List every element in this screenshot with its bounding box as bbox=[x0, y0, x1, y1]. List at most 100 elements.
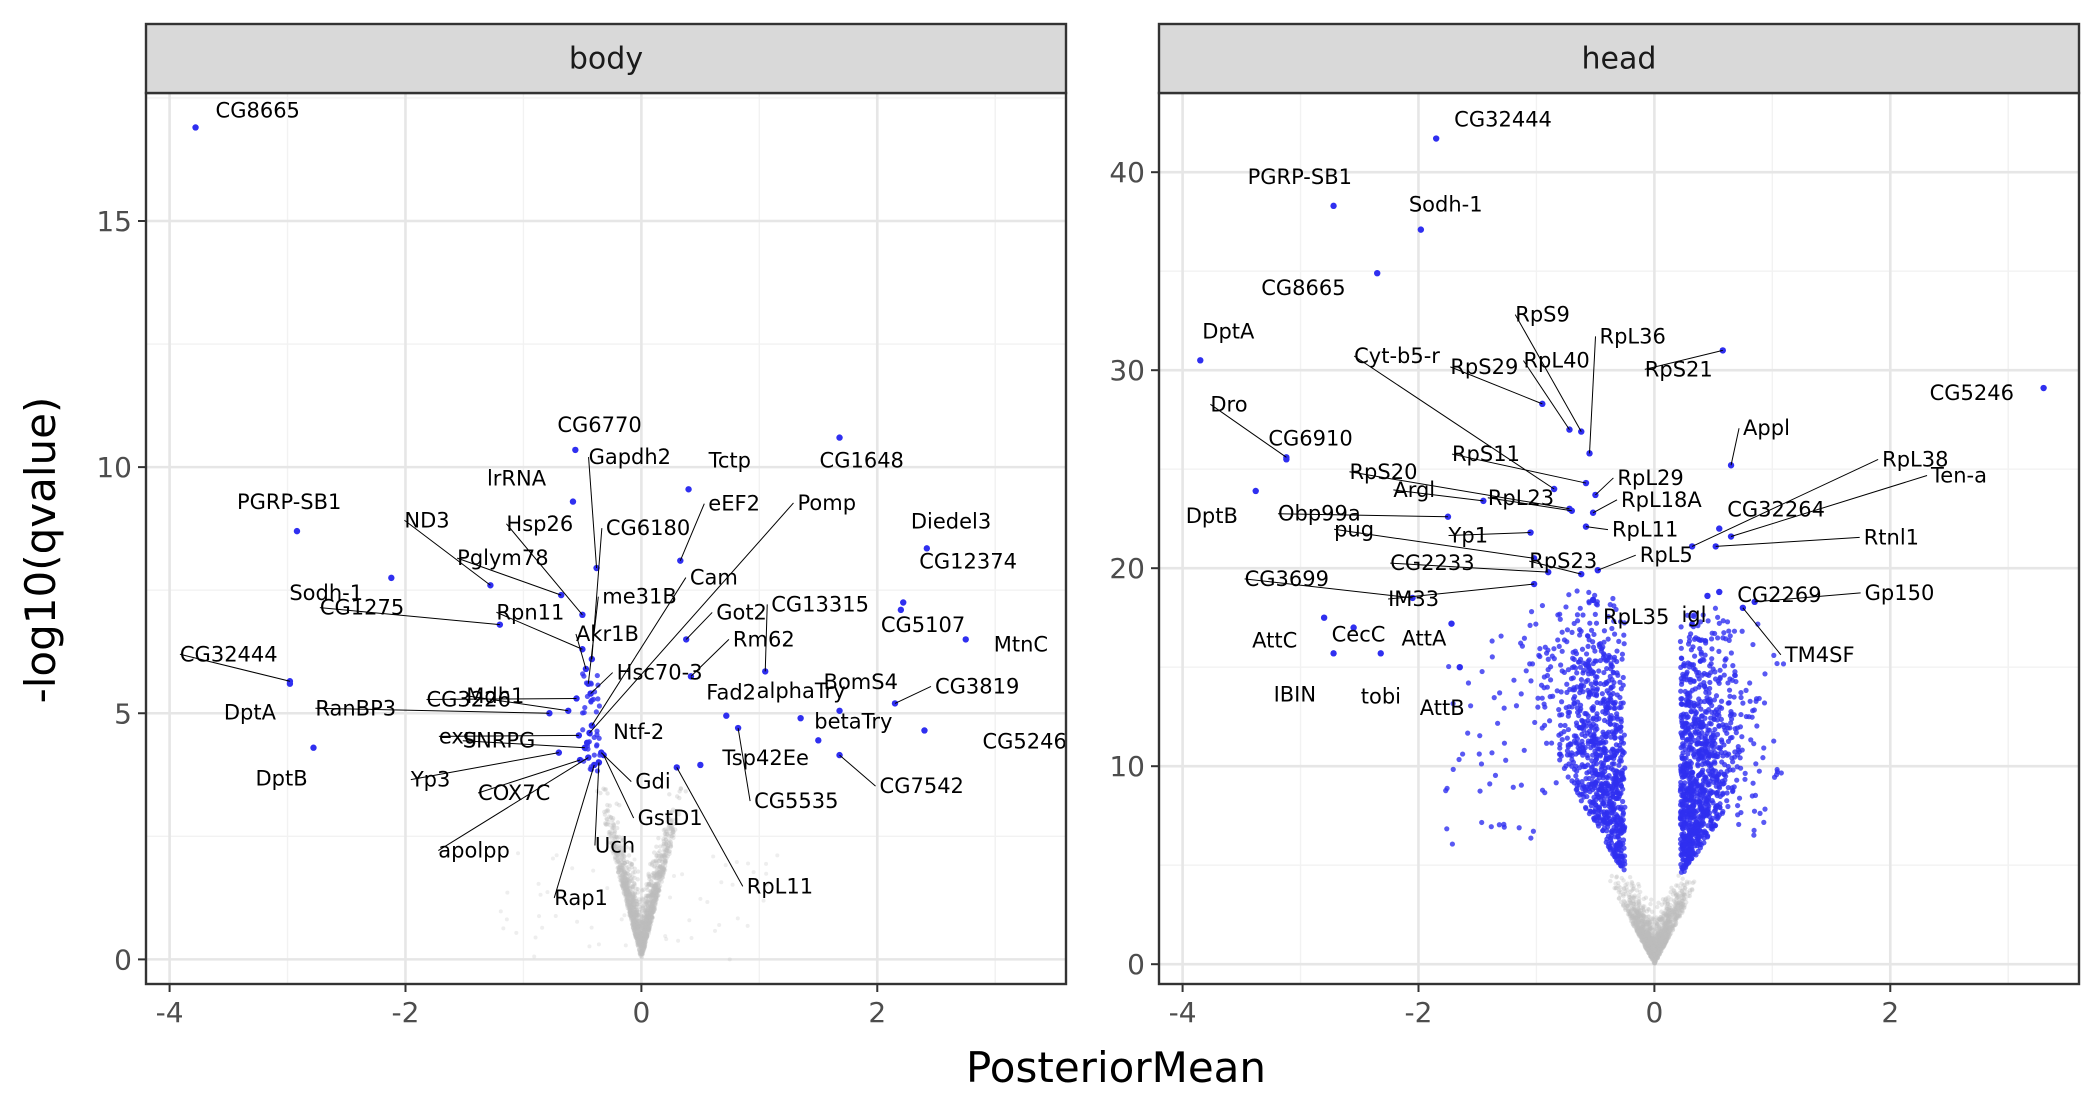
significant-point bbox=[1606, 773, 1612, 779]
background-point bbox=[621, 850, 627, 855]
significant-point bbox=[1703, 689, 1709, 696]
background-point bbox=[635, 886, 640, 892]
significant-point bbox=[1749, 793, 1755, 799]
background-point bbox=[645, 922, 651, 928]
background-point bbox=[1691, 879, 1697, 884]
background-point bbox=[1648, 901, 1653, 907]
background-point bbox=[606, 819, 611, 825]
significant-point bbox=[1685, 641, 1692, 647]
background-point bbox=[647, 915, 652, 920]
background-point bbox=[653, 895, 659, 900]
background-point bbox=[635, 925, 641, 930]
background-point bbox=[660, 870, 665, 875]
background-point bbox=[635, 934, 641, 939]
point-label: CG3819 bbox=[935, 674, 1019, 698]
background-point bbox=[648, 878, 654, 884]
leader-line bbox=[438, 734, 579, 737]
background-point bbox=[620, 854, 625, 859]
significant-point bbox=[1688, 724, 1695, 730]
background-point bbox=[1664, 939, 1669, 944]
background-point bbox=[630, 921, 636, 927]
background-point bbox=[1648, 947, 1653, 952]
background-point bbox=[644, 928, 649, 933]
background-point bbox=[643, 923, 648, 929]
background-point bbox=[633, 907, 639, 912]
background-point bbox=[635, 912, 641, 917]
background-point bbox=[635, 913, 640, 919]
significant-point bbox=[1479, 819, 1485, 826]
background-point bbox=[641, 916, 647, 922]
significant-point bbox=[1725, 700, 1731, 706]
significant-point bbox=[1595, 813, 1601, 819]
significant-point bbox=[1587, 691, 1594, 697]
background-point bbox=[1652, 954, 1658, 959]
background-point bbox=[624, 897, 630, 902]
background-point bbox=[655, 893, 660, 898]
point-MtnC bbox=[962, 636, 969, 643]
background-point bbox=[617, 864, 623, 869]
background-point bbox=[641, 887, 646, 892]
background-point bbox=[665, 843, 670, 849]
significant-point bbox=[1681, 816, 1687, 822]
significant-point bbox=[1601, 628, 1608, 634]
significant-point bbox=[1557, 611, 1563, 617]
background-point bbox=[641, 933, 647, 938]
background-point bbox=[635, 924, 640, 929]
background-point bbox=[619, 843, 625, 848]
background-point bbox=[665, 849, 670, 854]
background-point bbox=[630, 922, 635, 928]
significant-point bbox=[1575, 745, 1581, 751]
background-point bbox=[647, 876, 652, 882]
background-point bbox=[639, 945, 644, 951]
background-point bbox=[642, 927, 647, 932]
significant-point bbox=[1572, 648, 1578, 654]
background-point bbox=[667, 833, 672, 839]
background-point bbox=[649, 883, 654, 888]
background-point bbox=[625, 892, 630, 898]
background-point bbox=[653, 881, 658, 887]
background-point bbox=[632, 927, 637, 933]
background-point bbox=[505, 890, 510, 895]
significant-point bbox=[1573, 733, 1579, 739]
background-point bbox=[620, 866, 626, 872]
point-label: RanBP3 bbox=[315, 696, 396, 720]
background-point bbox=[641, 938, 647, 944]
significant-point bbox=[1702, 761, 1709, 767]
background-point bbox=[629, 908, 635, 913]
significant-point bbox=[1449, 841, 1455, 847]
background-point bbox=[727, 957, 732, 962]
background-point bbox=[1648, 935, 1653, 941]
background-point bbox=[626, 893, 632, 899]
background-point bbox=[1659, 945, 1664, 950]
significant-point bbox=[1577, 605, 1583, 611]
background-point bbox=[611, 822, 617, 827]
background-point bbox=[631, 924, 637, 929]
background-point bbox=[631, 917, 636, 922]
significant-point bbox=[1575, 618, 1581, 624]
significant-point bbox=[1686, 857, 1692, 863]
background-point bbox=[1643, 942, 1648, 948]
background-point bbox=[622, 886, 627, 892]
background-point bbox=[617, 802, 622, 808]
background-point bbox=[643, 934, 648, 939]
background-point bbox=[627, 861, 633, 866]
background-point bbox=[632, 898, 637, 904]
point-Sodh-1 bbox=[1417, 226, 1425, 233]
significant-point bbox=[1578, 628, 1584, 634]
background-point bbox=[616, 854, 621, 859]
background-point bbox=[1666, 926, 1671, 931]
point-BomS4 bbox=[836, 707, 843, 714]
background-point bbox=[640, 944, 645, 949]
background-point bbox=[609, 834, 614, 839]
background-point bbox=[644, 925, 650, 931]
background-point bbox=[650, 873, 655, 878]
background-point bbox=[625, 876, 630, 881]
background-point bbox=[609, 831, 614, 836]
significant-point bbox=[1735, 802, 1741, 809]
background-point bbox=[614, 825, 620, 831]
background-point bbox=[637, 933, 642, 938]
significant-point bbox=[1738, 689, 1744, 696]
background-point bbox=[1689, 886, 1695, 892]
significant-point bbox=[1559, 712, 1565, 718]
background-point bbox=[623, 893, 629, 898]
